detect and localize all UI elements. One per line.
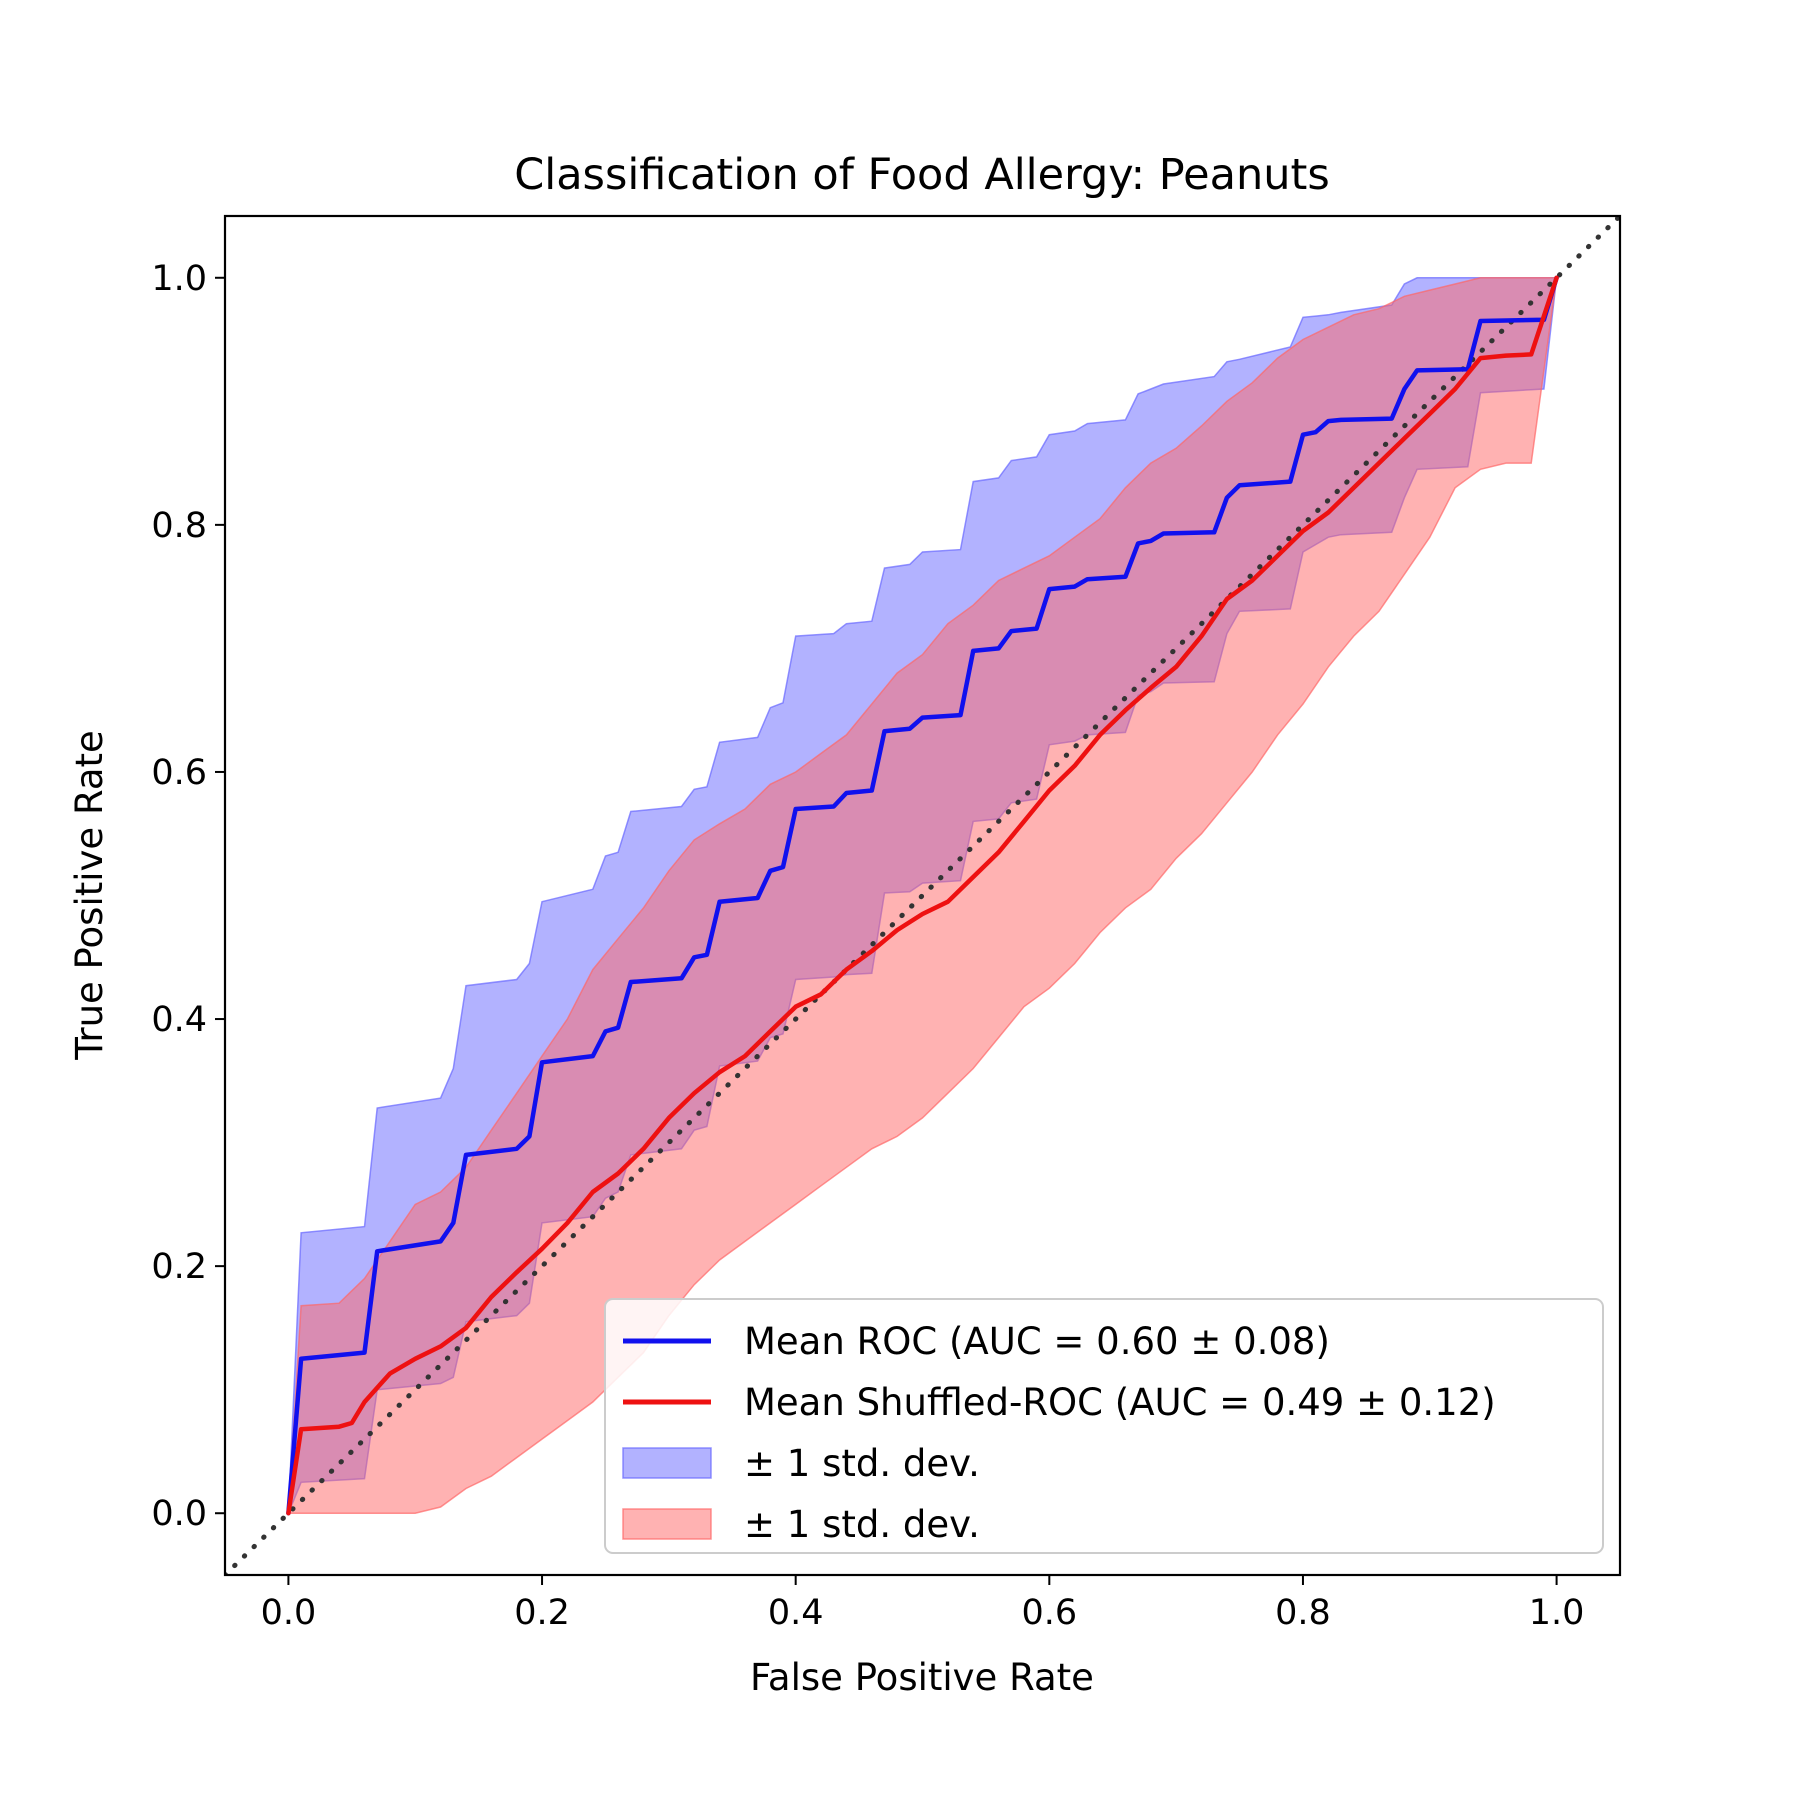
legend-label: ± 1 std. dev. xyxy=(744,1442,980,1485)
axis-ticks: 0.0 0.2 0.4 0.6 0.8 1.0 0.0 0.2 0.4 0.6 0.8 1.0 xyxy=(151,259,1584,1633)
legend-label: ± 1 std. dev. xyxy=(744,1503,980,1546)
y-tick-label: 0.4 xyxy=(151,1000,207,1040)
x-tick-label: 1.0 xyxy=(1529,1593,1585,1633)
legend-box xyxy=(604,1298,1604,1554)
x-tick-label: 0.8 xyxy=(1275,1593,1331,1633)
y-axis-label: True Positive Rate xyxy=(68,730,111,1061)
legend-band-swatch xyxy=(622,1447,712,1479)
legend: Mean ROC (AUC = 0.60 ± 0.08) Mean Shuffle… xyxy=(604,1298,1604,1554)
y-tick-label: 1.0 xyxy=(151,259,207,299)
y-tick-label: 0.0 xyxy=(151,1494,207,1534)
x-axis-label: False Positive Rate xyxy=(750,1656,1094,1699)
chance-diagonal xyxy=(225,216,1620,1575)
legend-band-swatch xyxy=(622,1508,712,1540)
x-tick-label: 0.2 xyxy=(514,1593,570,1633)
chart-title: Classification of Food Allergy: Peanuts xyxy=(514,150,1330,200)
y-tick-label: 0.2 xyxy=(151,1247,207,1287)
legend-label: Mean ROC (AUC = 0.60 ± 0.08) xyxy=(744,1320,1330,1363)
x-tick-label: 0.4 xyxy=(768,1593,824,1633)
x-tick-label: 0.0 xyxy=(261,1593,317,1633)
roc-line-2 xyxy=(286,275,1559,1516)
legend-label: Mean Shuffled-ROC (AUC = 0.49 ± 0.12) xyxy=(744,1381,1496,1424)
legend-items: Mean ROC (AUC = 0.60 ± 0.08) Mean Shuffle… xyxy=(622,1320,1496,1546)
diagonal-line xyxy=(225,216,1620,1575)
roc-curves xyxy=(286,275,1559,1516)
y-tick-label: 0.6 xyxy=(151,753,207,793)
x-tick-label: 0.6 xyxy=(1021,1593,1077,1633)
y-tick-label: 0.8 xyxy=(151,506,207,546)
plot-frame xyxy=(223,214,1622,1577)
roc-line-1 xyxy=(286,275,1559,1516)
